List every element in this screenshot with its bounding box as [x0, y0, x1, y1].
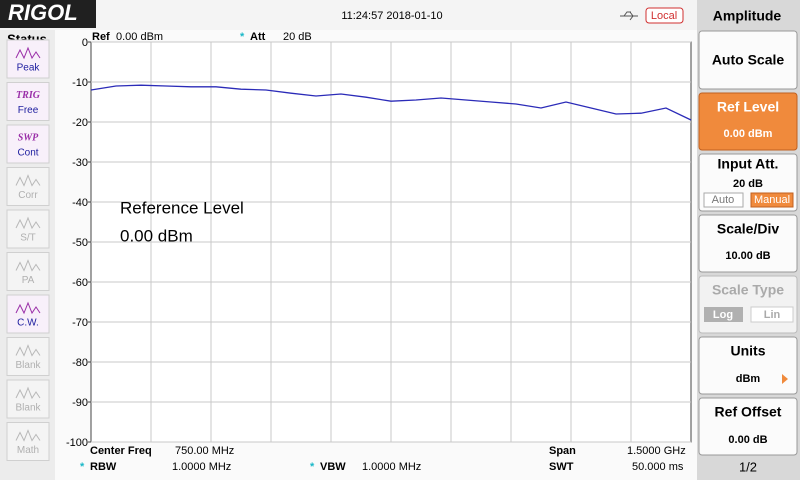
- y-tick-label: -50: [72, 237, 88, 249]
- status-icon: [15, 344, 41, 357]
- auto-scale-button[interactable]: [698, 30, 798, 90]
- units-value: dBm: [736, 373, 761, 385]
- swt-label: SWT: [549, 461, 574, 473]
- y-tick-label: 0: [82, 37, 88, 49]
- status-item-label: PA: [22, 275, 35, 286]
- option-box[interactable]: [750, 192, 794, 208]
- ref-value: 0.00 dBm: [116, 31, 163, 43]
- status-icon: [15, 301, 41, 315]
- status-item-label: Peak: [17, 63, 41, 74]
- option-box[interactable]: [703, 192, 744, 208]
- annotation: Reference Level: [120, 198, 244, 217]
- swt-value: 50.000 ms: [632, 461, 684, 473]
- status-item-box: [6, 422, 50, 461]
- status-item-label: Math: [17, 445, 39, 456]
- y-tick-label: -30: [72, 157, 88, 169]
- plot: 0 -10 -20 -30 -40 -50 -60 -70 -80 -90 -100: [66, 37, 692, 449]
- y-tick-label: -60: [72, 277, 88, 289]
- status-icon: [15, 46, 41, 60]
- vbw-value: 1.0000 MHz: [362, 461, 421, 473]
- status-icon: [15, 216, 41, 230]
- status-icon: [15, 259, 41, 272]
- ref-level-label: Ref Level: [717, 99, 779, 115]
- vbw-label: VBW: [320, 461, 346, 473]
- status-item-box: [6, 294, 50, 334]
- submenu-arrow: [782, 374, 788, 384]
- trace: [90, 84, 692, 121]
- auto-scale-label: Auto Scale: [712, 52, 785, 68]
- menu-title: Amplitude: [713, 8, 782, 24]
- status-item-label: S/T: [20, 233, 36, 244]
- status-item-label: Corr: [18, 190, 38, 201]
- annotation: 0.00 dBm: [120, 226, 193, 245]
- att-value: 20 dB: [283, 31, 312, 43]
- header-bar: [0, 0, 697, 30]
- ref-offset-label: Ref Offset: [715, 404, 782, 420]
- y-tick-label: -90: [72, 397, 88, 409]
- remote-status: Local: [651, 10, 677, 22]
- ref-label: Ref: [92, 31, 110, 43]
- datetime: 11:24:57 2018-01-10: [341, 10, 442, 22]
- option-lin: Lin: [764, 309, 781, 321]
- status-icon: [15, 174, 41, 187]
- status-item-box: [6, 379, 50, 419]
- rbw-label: RBW: [90, 461, 117, 473]
- status-item-box: [6, 167, 50, 206]
- y-tick-label: -20: [72, 117, 88, 129]
- status-item-top: TRIG: [16, 90, 41, 101]
- ref-level-value: 0.00 dBm: [724, 128, 773, 140]
- ref-offset-button[interactable]: [698, 397, 798, 456]
- att-label: Att: [250, 31, 266, 43]
- logo-bg: [0, 0, 96, 28]
- y-tick-label: -40: [72, 197, 88, 209]
- status-item-box: [6, 252, 50, 291]
- ref-offset-value: 0.00 dB: [728, 434, 767, 446]
- status-item-box: [6, 39, 50, 79]
- scale-div-button[interactable]: [698, 214, 798, 273]
- option-box[interactable]: [704, 307, 743, 322]
- input-att-value: 20 dB: [733, 178, 763, 190]
- status-icon: [15, 386, 41, 400]
- option-auto: Auto: [712, 194, 735, 206]
- logo: RIGOL: [8, 0, 78, 25]
- rbw-flag: *: [80, 461, 85, 473]
- status-item-top: SWP: [18, 132, 39, 143]
- y-tick-label: -70: [72, 317, 88, 329]
- center-value: 750.00 MHz: [175, 445, 234, 457]
- remote-box: [645, 7, 684, 24]
- y-tick-label: -80: [72, 357, 88, 369]
- status-item-label: Cont: [17, 148, 38, 159]
- center-label: Center Freq: [90, 445, 152, 457]
- status-item-box: [6, 82, 50, 121]
- y-tick-label: -100: [66, 437, 88, 449]
- option-box[interactable]: [750, 306, 794, 323]
- status-items: Peak TRIG Free SWP Cont Corr S/T PA C.W. Blank Bla…: [6, 39, 50, 461]
- option-log: Log: [713, 309, 733, 321]
- status-item-label: Blank: [15, 403, 41, 414]
- span-label: Span: [549, 445, 576, 457]
- status-item-label: C.W.: [17, 318, 39, 329]
- vbw-flag: *: [310, 461, 315, 473]
- units-label: Units: [731, 343, 766, 359]
- status-icon: [15, 429, 41, 442]
- scale-div-label: Scale/Div: [717, 221, 779, 237]
- status-item-label: Blank: [15, 360, 41, 371]
- span-value: 1.5000 GHz: [627, 445, 686, 457]
- status-item-box: [6, 209, 50, 249]
- usb-icon: [620, 11, 638, 21]
- scale-type-label: Scale Type: [712, 282, 784, 298]
- rbw-value: 1.0000 MHz: [172, 461, 231, 473]
- status-item-box: [6, 337, 50, 376]
- units-button[interactable]: [698, 336, 798, 395]
- scale-div-value: 10.00 dB: [725, 250, 770, 262]
- menu-page: 1/2: [739, 459, 757, 474]
- status-item-box: [6, 124, 50, 164]
- y-tick-label: -10: [72, 77, 88, 89]
- option-manual: Manual: [754, 194, 790, 206]
- status-item-label: Free: [18, 105, 39, 116]
- input-att-label: Input Att.: [718, 156, 779, 172]
- ref-level-button[interactable]: [698, 92, 798, 151]
- att-flag: *: [240, 31, 245, 43]
